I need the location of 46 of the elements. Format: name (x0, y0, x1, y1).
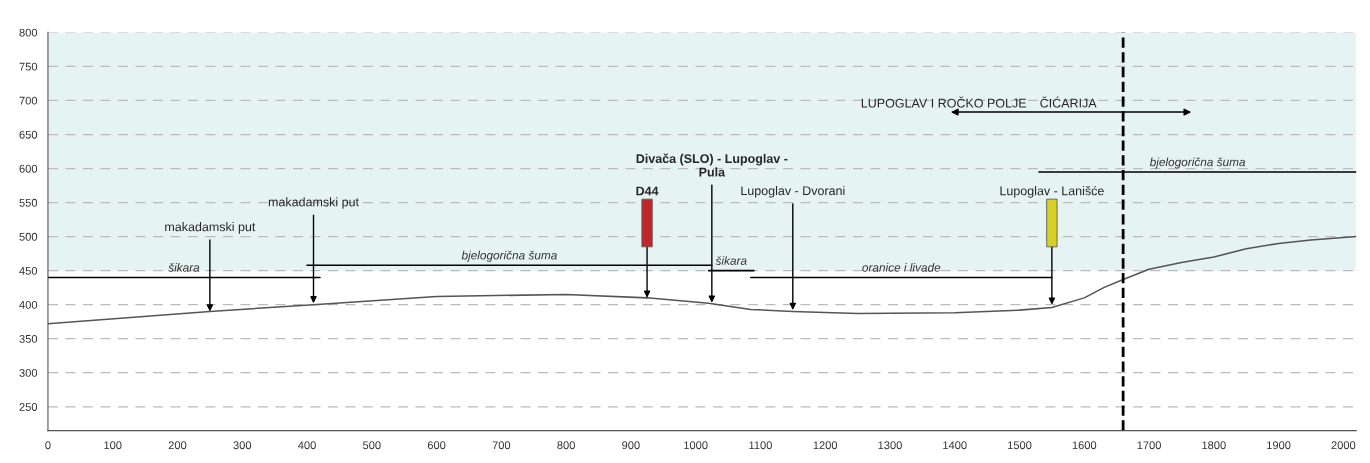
x-tick-label: 100 (104, 441, 122, 450)
series-label: oranice i livade (862, 263, 941, 272)
annotation: D44 (636, 186, 659, 196)
y-tick-label: 650 (19, 130, 38, 139)
series-label: šikara (168, 263, 200, 272)
x-tick-label: 600 (427, 441, 446, 450)
x-tick-label: 300 (233, 441, 252, 450)
annotation: LUPOGLAV I ROČKO POLJE (861, 96, 1027, 108)
x-tick-label: 700 (492, 441, 511, 450)
series-label: bjelogorična šuma (461, 250, 557, 262)
y-tick-label: 550 (19, 198, 38, 207)
y-tick-label: 450 (19, 266, 38, 275)
y-tick-label: 500 (19, 232, 38, 241)
y-tick-label: 300 (19, 369, 38, 377)
x-tick-label: 1600 (1072, 441, 1097, 450)
x-tick-label: 800 (557, 441, 575, 450)
annotation: Lupoglav - Dvorani (741, 185, 845, 198)
x-tick-label: 1200 (813, 441, 838, 450)
x-tick-label: 1700 (1137, 441, 1161, 450)
y-tick-label: 250 (19, 403, 38, 411)
x-tick-label: 1400 (943, 441, 967, 450)
x-tick-label: 1800 (1202, 441, 1226, 450)
series-label: bjelogorična šuma (1149, 157, 1246, 169)
x-tick-label: 1000 (684, 441, 708, 450)
x-tick-label: 1900 (1267, 441, 1291, 450)
x-tick-label: 200 (168, 441, 187, 450)
x-tick-label: 1500 (1007, 441, 1032, 450)
series-label: šikara (715, 256, 747, 265)
y-tick-label: 800 (19, 28, 38, 37)
annotation: ČIĆARIJA (1040, 96, 1097, 108)
x-tick-label: 1100 (749, 441, 772, 450)
x-tick-label: 0 (45, 441, 51, 450)
annotation: Divača (SLO) - Lupoglav - Pula (636, 153, 788, 177)
annotation: makadamski put (268, 197, 359, 209)
y-tick-label: 750 (19, 62, 38, 71)
x-tick-label: 1300 (878, 441, 902, 450)
annotation: Lupoglav - Lanišće (1000, 185, 1104, 198)
y-tick-label: 400 (19, 300, 38, 309)
x-tick-label: 500 (362, 441, 381, 450)
y-tick-label: 350 (19, 334, 38, 343)
x-tick-label: 2000 (1331, 441, 1356, 450)
y-tick-label: 700 (19, 96, 38, 105)
annotation: makadamski put (165, 222, 256, 234)
x-tick-label: 400 (298, 441, 316, 450)
y-tick-label: 600 (19, 164, 38, 173)
x-tick-label: 900 (622, 441, 640, 450)
